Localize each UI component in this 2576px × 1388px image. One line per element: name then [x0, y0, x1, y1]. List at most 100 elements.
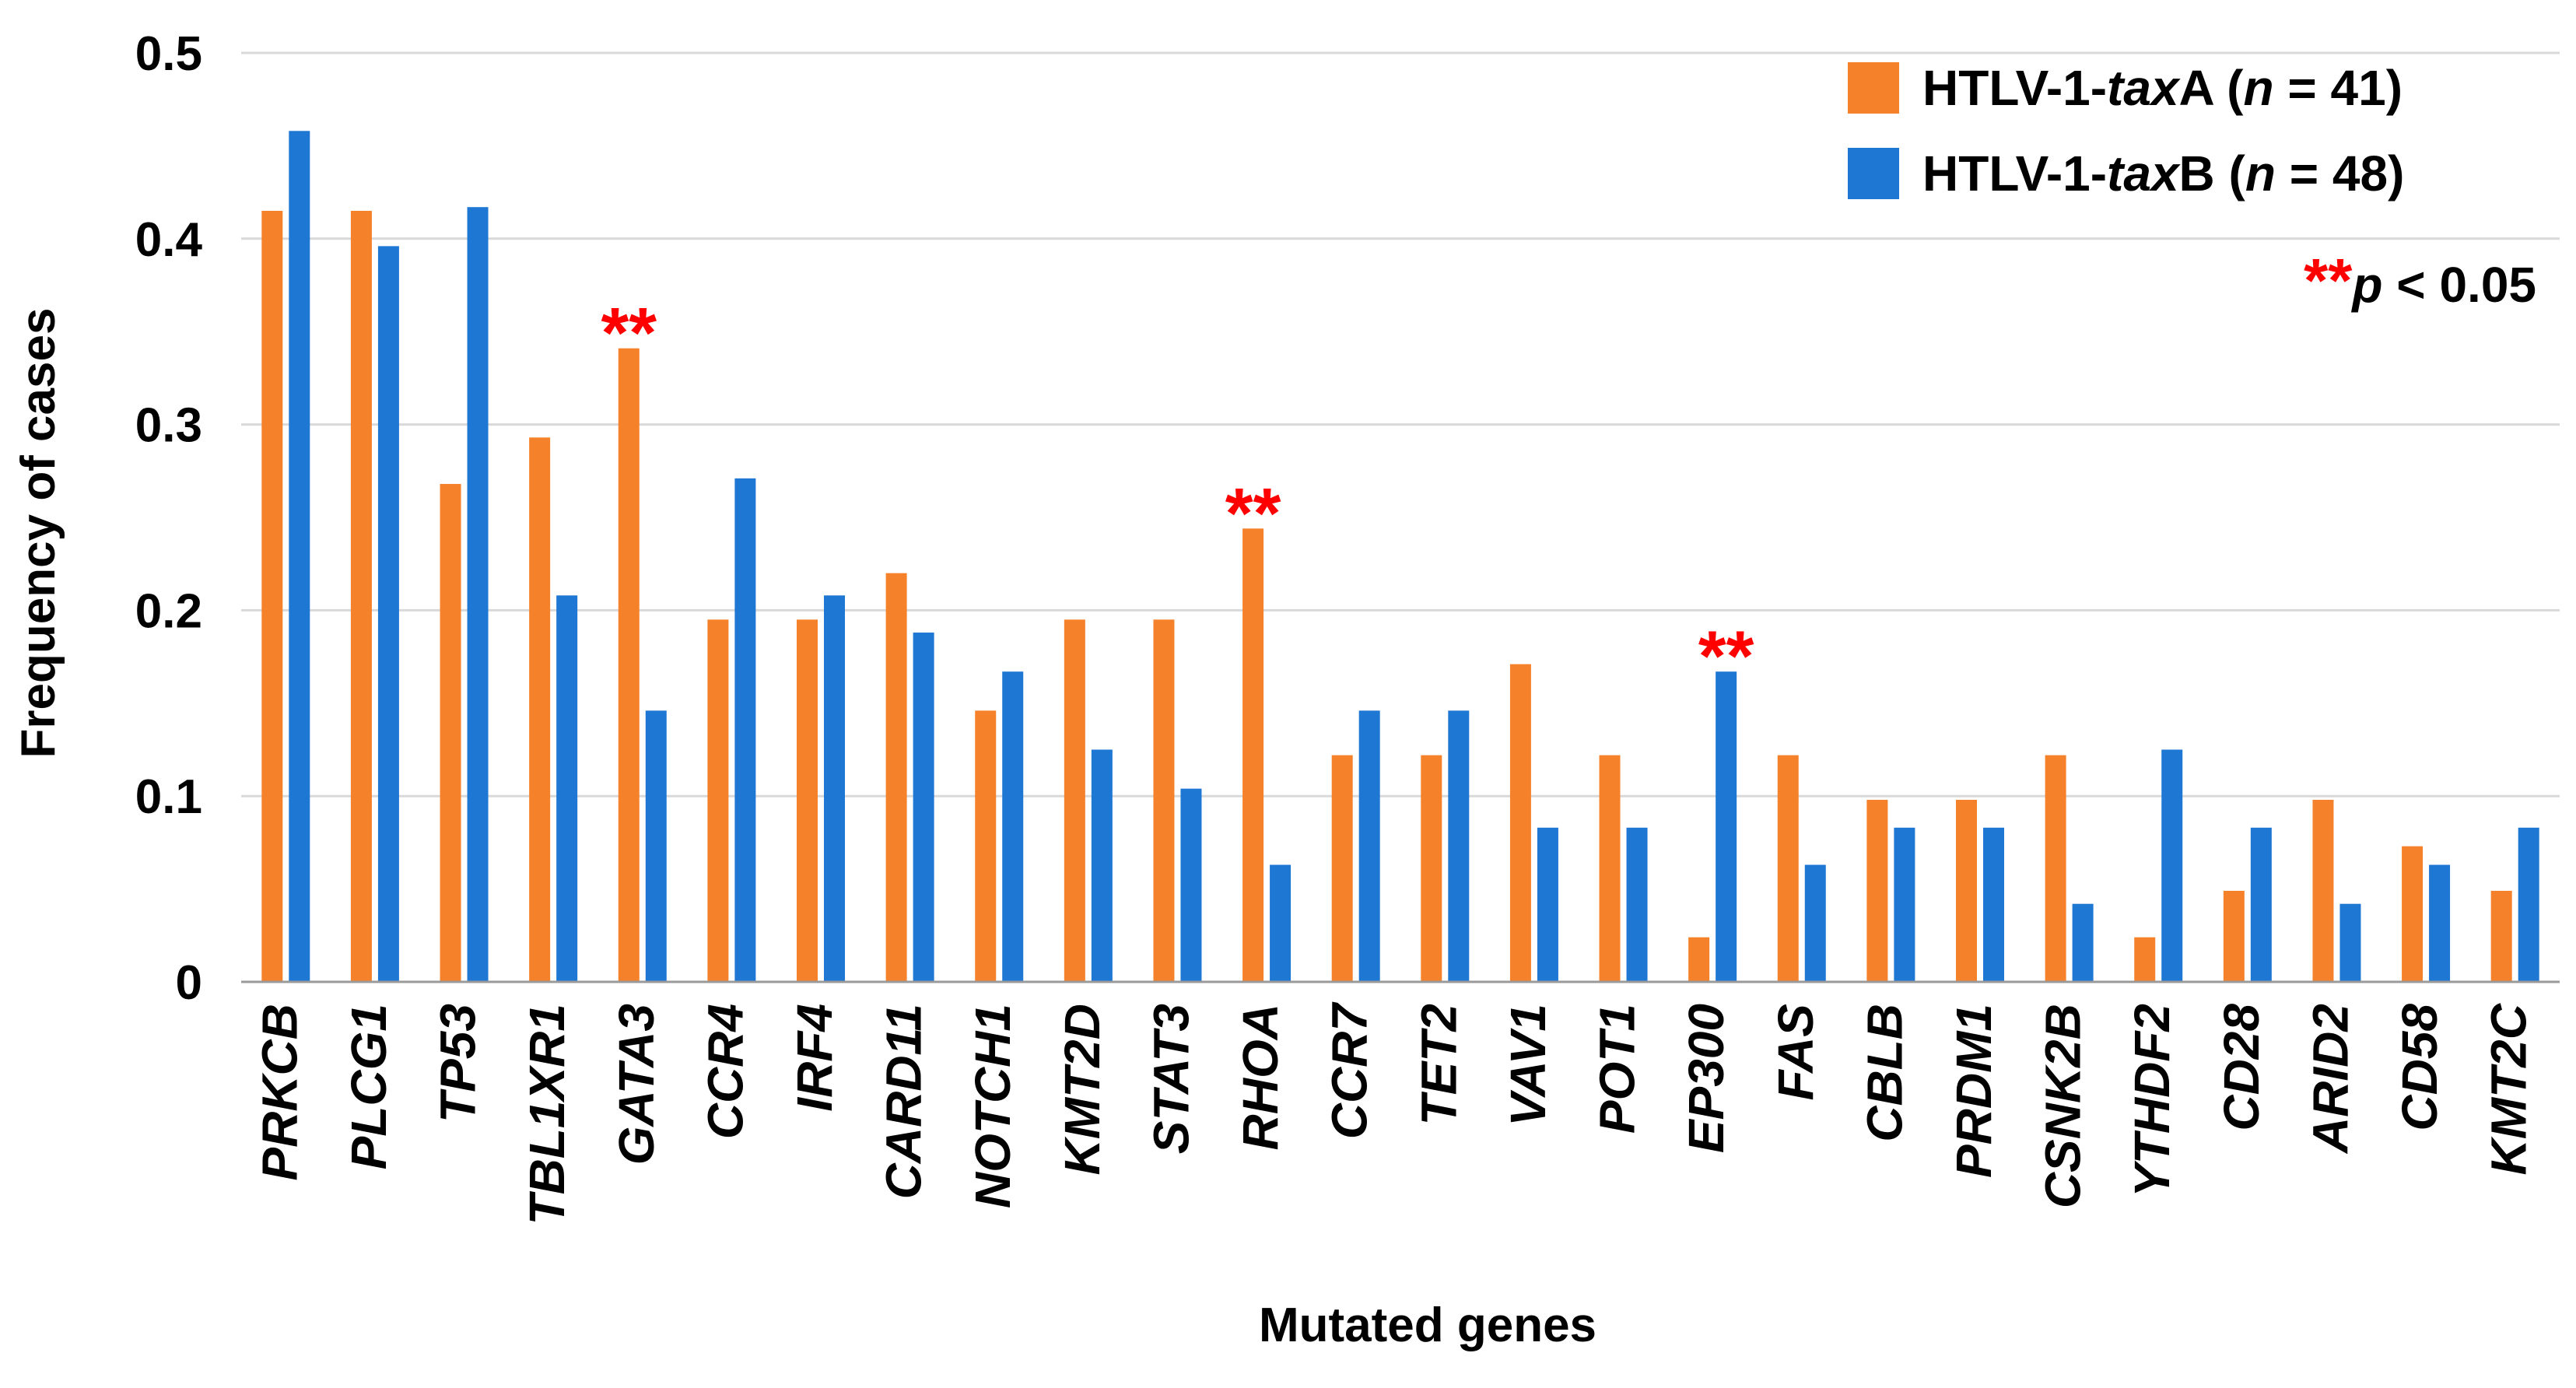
bar-taxA-tp53: [440, 484, 461, 982]
bar-taxB-ccr4: [734, 478, 756, 982]
bar-taxB-ep300: [1716, 671, 1737, 982]
x-tick-label: EP300: [1678, 1004, 1734, 1153]
bar-taxB-arid2: [2339, 903, 2361, 982]
bar-taxB-vav1: [1537, 827, 1558, 982]
bar-taxB-kmt2d: [1091, 749, 1113, 982]
annotations-layer: ** ** **: [601, 294, 1754, 697]
bar-taxA-ccr4: [707, 619, 729, 982]
bar-taxA-rhoa: [1242, 528, 1264, 982]
y-tick-label: 0.2: [135, 584, 202, 638]
bar-taxB-fas: [1804, 864, 1826, 982]
x-tick-label: STAT3: [1143, 1004, 1199, 1154]
bar-taxA-ythdf2: [2134, 937, 2156, 982]
bar-taxB-pot1: [1626, 827, 1648, 982]
bar-taxA-prdm1: [1956, 799, 1977, 982]
x-tick-label: IRF4: [787, 1004, 843, 1112]
bar-taxB-cd58: [2429, 864, 2451, 982]
bar-taxA-kmt2c: [2490, 890, 2512, 982]
x-tick-label: FAS: [1768, 1004, 1824, 1101]
bar-taxA-fas: [1777, 755, 1799, 982]
x-tick-label: TET2: [1411, 1004, 1467, 1125]
axes-layer: 0 0.1 0.2 0.3 0.4 0.5 PRKCB PLCG1 TP53 TBL1XR1 GAT…: [135, 27, 2560, 1225]
bar-taxA-notch1: [975, 710, 997, 982]
x-tick-label: PRKCB: [251, 1004, 307, 1181]
legend-label-taxA: HTLV-1-taxA (n = 41): [1922, 60, 2403, 116]
bar-taxB-rhoa: [1270, 864, 1292, 982]
legend: HTLV-1-taxA (n = 41) HTLV-1-taxB (n = 48)…: [1848, 60, 2536, 315]
x-tick-label: CARD11: [876, 1004, 932, 1199]
bar-taxB-tp53: [467, 207, 489, 983]
bar-taxA-card11: [885, 573, 907, 982]
x-tick-label: PRDM1: [1946, 1004, 2002, 1178]
legend-swatch-taxA: [1848, 62, 1899, 114]
significance-marker: **: [601, 294, 657, 373]
x-tick-label: CD28: [2213, 1004, 2269, 1131]
bar-taxA-tet2: [1421, 755, 1442, 982]
x-tick-label: CD58: [2392, 1004, 2448, 1131]
bar-taxB-notch1: [1002, 671, 1024, 982]
bar-taxB-cd28: [2250, 827, 2272, 982]
legend-label-taxB: HTLV-1-taxB (n = 48): [1922, 145, 2404, 202]
bar-taxB-ythdf2: [2161, 749, 2183, 982]
bar-taxB-irf4: [824, 595, 845, 982]
bar-taxB-plcg1: [377, 246, 399, 982]
x-axis-title: Mutated genes: [1259, 1299, 1596, 1352]
bar-taxA-kmt2d: [1064, 619, 1085, 982]
bar-taxA-ccr7: [1331, 755, 1353, 982]
x-tick-label: CBLB: [1856, 1004, 1912, 1142]
y-axis-title: Frequency of cases: [12, 308, 65, 759]
bar-taxA-cblb: [1866, 799, 1888, 982]
bar-taxB-tet2: [1448, 710, 1470, 982]
x-tick-label: CCR4: [697, 1004, 753, 1139]
bar-taxA-cd28: [2223, 890, 2245, 982]
bar-taxB-csnk2b: [2072, 903, 2094, 982]
y-tick-label: 0.5: [135, 27, 202, 81]
x-tick-label: TP53: [430, 1004, 486, 1123]
bar-taxA-pot1: [1599, 755, 1621, 982]
bar-taxB-prdm1: [1983, 827, 2004, 982]
bar-taxA-tbl1xr1: [529, 437, 551, 982]
bar-taxB-stat3: [1180, 788, 1202, 982]
bar-taxA-vav1: [1509, 664, 1531, 982]
x-tick-label: YTHDF2: [2124, 1004, 2180, 1197]
bar-taxB-tbl1xr1: [556, 595, 578, 982]
bar-taxB-kmt2c: [2518, 827, 2539, 982]
bar-taxA-ep300: [1688, 937, 1710, 982]
y-tick-label: 0.3: [135, 399, 202, 453]
bar-taxA-arid2: [2312, 799, 2334, 982]
bar-taxA-csnk2b: [2045, 755, 2066, 982]
bar-taxB-ccr7: [1358, 710, 1380, 982]
x-tick-label: GATA3: [608, 1004, 664, 1165]
significance-marker: **: [1698, 617, 1754, 696]
x-tick-label: TBL1XR1: [519, 1004, 575, 1225]
legend-swatch-taxB: [1848, 148, 1899, 199]
x-tick-label: PLCG1: [341, 1004, 397, 1169]
significance-marker: **: [1225, 474, 1281, 553]
x-tick-label: KMT2D: [1054, 1004, 1110, 1175]
y-tick-label: 0: [176, 956, 202, 1010]
x-tick-label: CSNK2B: [2035, 1004, 2091, 1208]
bar-taxA-cd58: [2402, 846, 2424, 982]
bar-taxA-irf4: [797, 619, 818, 982]
x-tick-label: CCR7: [1322, 1001, 1378, 1140]
bar-taxA-stat3: [1153, 619, 1175, 982]
bar-taxA-gata3: [618, 348, 640, 982]
bar-taxB-card11: [913, 633, 934, 982]
bar-taxB-gata3: [645, 710, 667, 982]
x-tick-label: ARID2: [2302, 1004, 2358, 1155]
bar-taxA-prkcb: [261, 210, 283, 983]
bars-layer: [261, 131, 2539, 983]
significance-note: **p < 0.05: [2304, 246, 2536, 315]
y-tick-label: 0.1: [135, 770, 202, 824]
x-tick-label: POT1: [1589, 1004, 1645, 1134]
x-tick-label: NOTCH1: [965, 1004, 1021, 1208]
bar-taxA-plcg1: [350, 210, 372, 983]
bar-taxB-cblb: [1894, 827, 1915, 982]
x-tick-label: RHOA: [1232, 1004, 1288, 1150]
bar-taxB-prkcb: [289, 131, 310, 982]
x-tick-label: VAV1: [1500, 1004, 1556, 1127]
x-tick-label: KMT2C: [2481, 1003, 2537, 1175]
y-tick-label: 0.4: [135, 213, 203, 267]
